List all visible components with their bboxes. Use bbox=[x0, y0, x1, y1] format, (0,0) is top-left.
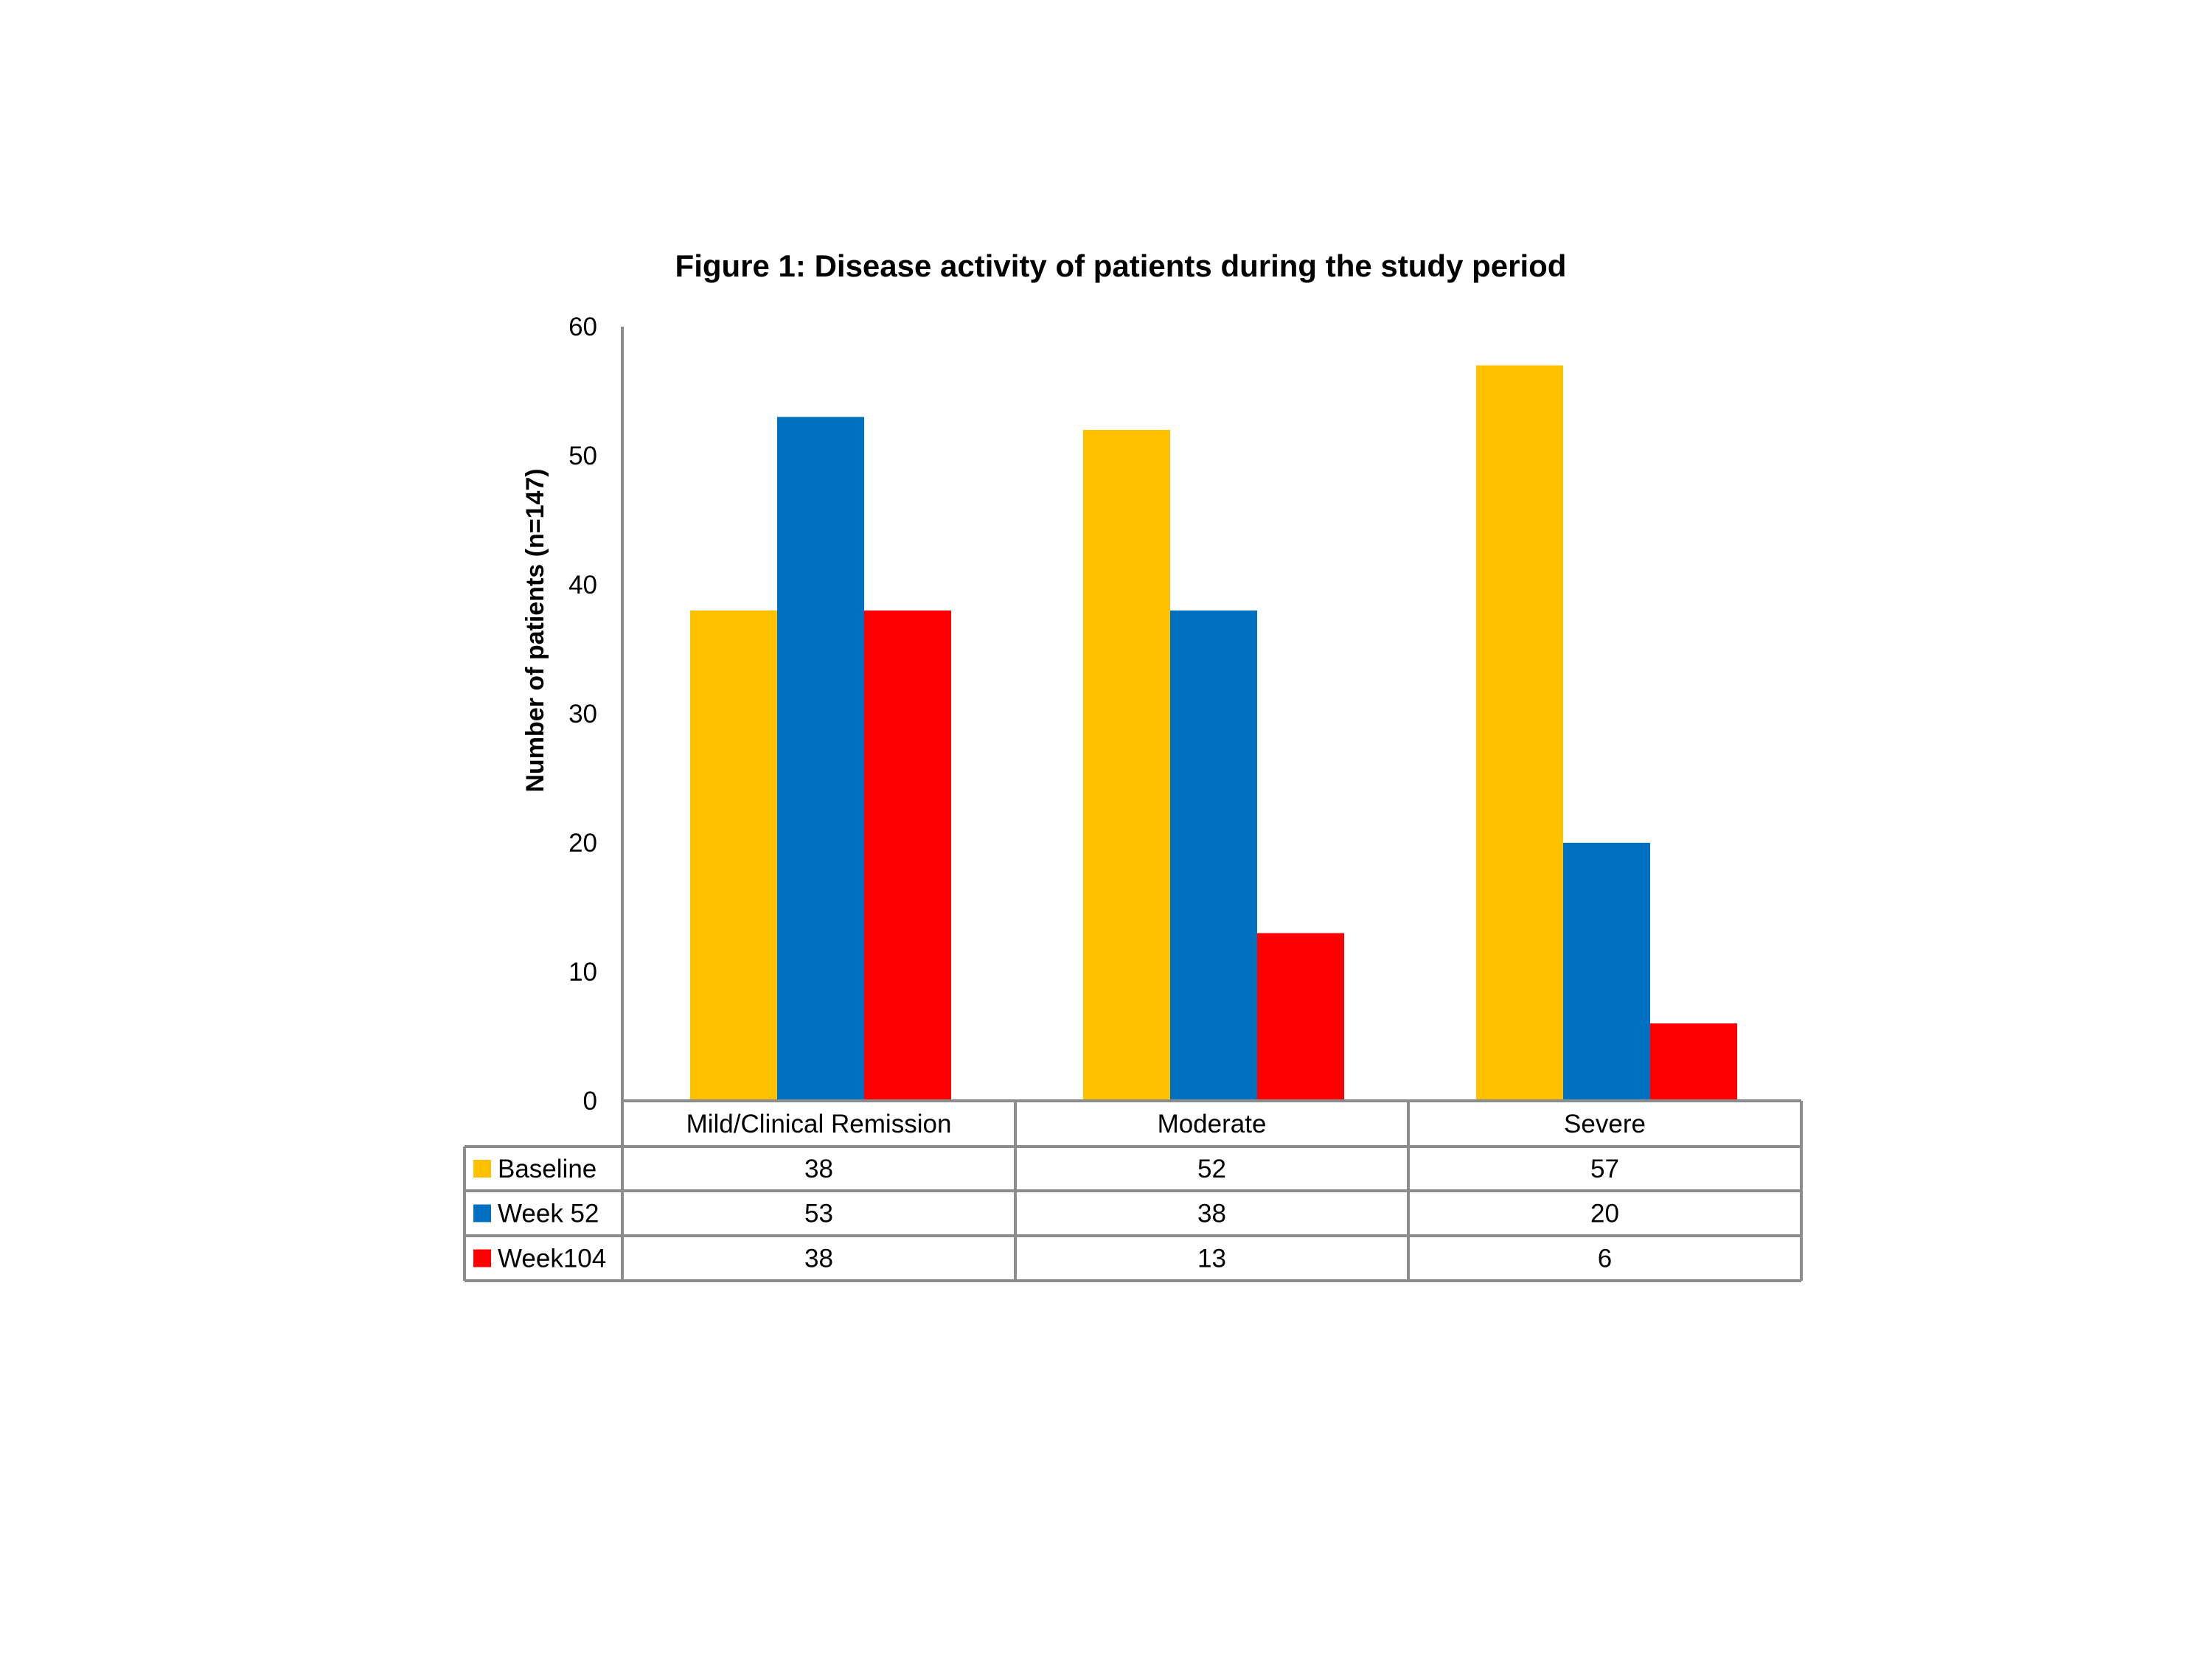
legend-label: Week 52 bbox=[498, 1200, 599, 1228]
data-table: Mild/Clinical Remission Moderate Severe Bas… bbox=[463, 1099, 1803, 1282]
chart-title: Figure 1: Disease activity of patients d… bbox=[675, 248, 1567, 283]
table-cell-value: 6 bbox=[1598, 1245, 1612, 1273]
bar bbox=[1476, 365, 1563, 1101]
category-label: Mild/Clinical Remission bbox=[686, 1110, 952, 1138]
legend-swatch bbox=[473, 1249, 491, 1267]
table-cell-value: 13 bbox=[1197, 1245, 1226, 1273]
legend-swatch bbox=[473, 1204, 491, 1222]
legend-label: Baseline bbox=[498, 1155, 597, 1183]
bar bbox=[690, 611, 777, 1101]
y-tick-label: 0 bbox=[583, 1087, 597, 1116]
bar bbox=[1083, 430, 1170, 1101]
y-tick-label: 60 bbox=[568, 313, 597, 341]
y-tick-label: 20 bbox=[568, 829, 597, 858]
table-cell-value: 38 bbox=[804, 1155, 833, 1183]
y-tick-label: 30 bbox=[568, 700, 597, 728]
bar bbox=[1650, 1023, 1737, 1101]
table-cell-value: 20 bbox=[1590, 1200, 1619, 1228]
y-tick-label: 40 bbox=[568, 571, 597, 599]
table-cell-value: 53 bbox=[804, 1200, 833, 1228]
category-label: Moderate bbox=[1158, 1110, 1267, 1138]
table-cell-value: 57 bbox=[1590, 1155, 1619, 1183]
bar bbox=[864, 611, 951, 1101]
bar-group bbox=[690, 365, 1737, 1101]
bar bbox=[777, 417, 864, 1101]
table-cell-value: 38 bbox=[804, 1245, 833, 1273]
category-label: Severe bbox=[1564, 1110, 1646, 1138]
y-tick-label: 50 bbox=[568, 442, 597, 470]
table-cell-value: 52 bbox=[1197, 1155, 1226, 1183]
y-tick-group: 0 10 20 30 40 50 60 bbox=[568, 313, 597, 1116]
bar bbox=[1563, 843, 1650, 1101]
bar bbox=[1257, 933, 1344, 1101]
legend-swatch bbox=[473, 1160, 491, 1178]
y-axis-label: Number of patients (n=147) bbox=[521, 468, 549, 792]
bar bbox=[1170, 611, 1257, 1101]
table-cell-value: 38 bbox=[1197, 1200, 1226, 1228]
legend-label: Week104 bbox=[498, 1245, 606, 1273]
y-tick-label: 10 bbox=[568, 958, 597, 987]
